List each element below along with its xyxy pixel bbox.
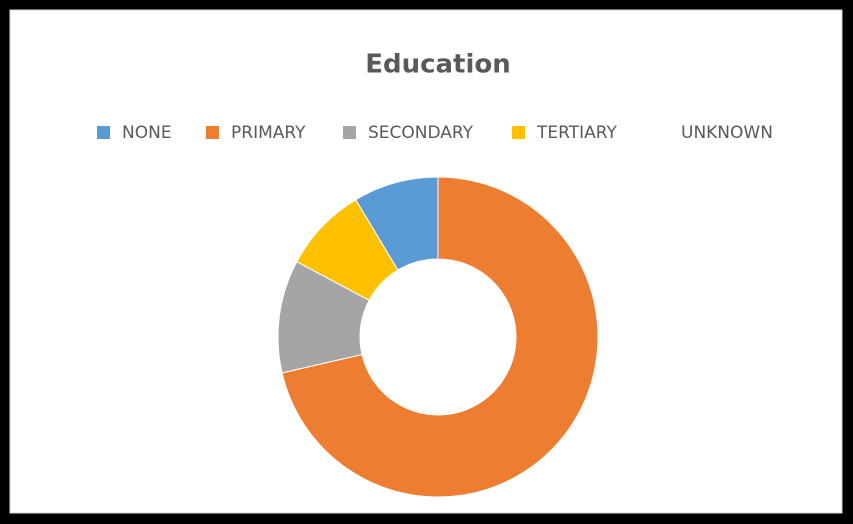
legend-swatch [343, 126, 356, 139]
legend-label: TERTIARY [536, 123, 617, 143]
legend-swatch [97, 126, 110, 139]
legend-swatch [206, 126, 219, 139]
chart-title: Education [365, 50, 511, 80]
legend-label: PRIMARY [231, 123, 306, 143]
legend-swatch [512, 126, 525, 139]
legend-label: UNKNOWN [681, 123, 773, 143]
donut-slice [296, 199, 399, 301]
legend-label: SECONDARY [368, 123, 474, 143]
legend-label: NONE [122, 123, 172, 143]
donut-slice [281, 176, 599, 498]
